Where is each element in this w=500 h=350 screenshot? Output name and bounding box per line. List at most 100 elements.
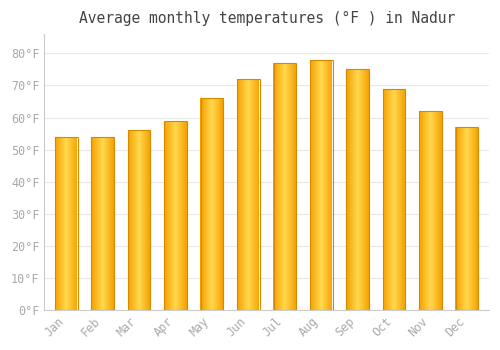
Bar: [398, 89, 399, 310]
Bar: [399, 89, 400, 310]
Bar: [310, 60, 311, 310]
Bar: [313, 60, 314, 310]
Bar: [100, 137, 101, 310]
Bar: [394, 89, 395, 310]
Bar: [316, 60, 317, 310]
Bar: [175, 121, 176, 310]
Bar: [425, 111, 426, 310]
Bar: [259, 79, 260, 310]
Bar: [171, 121, 172, 310]
Bar: [138, 130, 139, 310]
Bar: [257, 79, 258, 310]
Bar: [251, 79, 252, 310]
Bar: [311, 60, 312, 310]
Bar: [383, 89, 406, 310]
Bar: [243, 79, 244, 310]
Bar: [294, 63, 295, 310]
Bar: [168, 121, 169, 310]
Bar: [458, 127, 459, 310]
Bar: [393, 89, 394, 310]
Bar: [389, 89, 390, 310]
Bar: [466, 127, 467, 310]
Bar: [422, 111, 423, 310]
Bar: [71, 137, 72, 310]
Bar: [101, 137, 102, 310]
Bar: [289, 63, 290, 310]
Bar: [456, 127, 478, 310]
Bar: [72, 137, 73, 310]
Bar: [469, 127, 470, 310]
Bar: [283, 63, 284, 310]
Bar: [131, 130, 132, 310]
Bar: [295, 63, 296, 310]
Bar: [279, 63, 280, 310]
Bar: [134, 130, 135, 310]
Bar: [436, 111, 437, 310]
Bar: [423, 111, 424, 310]
Bar: [181, 121, 182, 310]
Bar: [320, 60, 321, 310]
Bar: [200, 98, 201, 310]
Bar: [288, 63, 289, 310]
Bar: [221, 98, 222, 310]
Bar: [430, 111, 431, 310]
Bar: [350, 69, 352, 310]
Bar: [102, 137, 103, 310]
Bar: [61, 137, 62, 310]
Bar: [252, 79, 254, 310]
Bar: [91, 137, 92, 310]
Bar: [57, 137, 58, 310]
Bar: [315, 60, 316, 310]
Bar: [439, 111, 440, 310]
Bar: [215, 98, 216, 310]
Bar: [317, 60, 318, 310]
Bar: [280, 63, 281, 310]
Bar: [147, 130, 148, 310]
Bar: [355, 69, 356, 310]
Bar: [246, 79, 247, 310]
Bar: [75, 137, 76, 310]
Bar: [94, 137, 95, 310]
Bar: [166, 121, 167, 310]
Bar: [391, 89, 392, 310]
Bar: [74, 137, 75, 310]
Bar: [358, 69, 359, 310]
Bar: [383, 89, 384, 310]
Bar: [180, 121, 181, 310]
Bar: [291, 63, 292, 310]
Bar: [366, 69, 367, 310]
Bar: [395, 89, 396, 310]
Bar: [217, 98, 218, 310]
Bar: [65, 137, 66, 310]
Bar: [424, 111, 425, 310]
Bar: [149, 130, 150, 310]
Bar: [141, 130, 142, 310]
Bar: [441, 111, 442, 310]
Bar: [55, 137, 78, 310]
Bar: [440, 111, 441, 310]
Bar: [275, 63, 276, 310]
Bar: [239, 79, 240, 310]
Bar: [404, 89, 405, 310]
Bar: [427, 111, 428, 310]
Bar: [363, 69, 364, 310]
Bar: [419, 111, 420, 310]
Bar: [167, 121, 168, 310]
Bar: [139, 130, 140, 310]
Bar: [312, 60, 313, 310]
Bar: [206, 98, 207, 310]
Bar: [109, 137, 110, 310]
Bar: [165, 121, 166, 310]
Bar: [463, 127, 464, 310]
Bar: [314, 60, 315, 310]
Bar: [136, 130, 137, 310]
Bar: [172, 121, 173, 310]
Bar: [400, 89, 401, 310]
Bar: [213, 98, 214, 310]
Bar: [97, 137, 98, 310]
Bar: [256, 79, 257, 310]
Bar: [432, 111, 433, 310]
Bar: [208, 98, 209, 310]
Bar: [111, 137, 112, 310]
Bar: [107, 137, 108, 310]
